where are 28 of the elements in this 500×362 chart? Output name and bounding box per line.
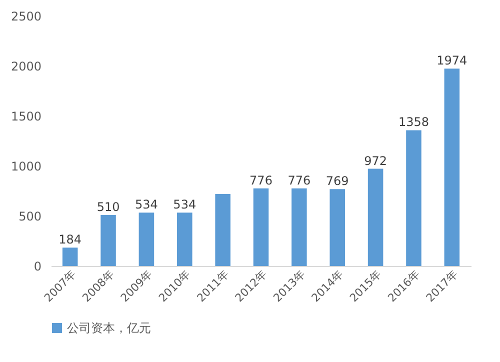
data-label: 769: [326, 174, 349, 188]
data-label: 184: [58, 232, 82, 247]
data-label: 776: [288, 173, 311, 188]
data-label: 510: [96, 200, 120, 214]
y-tick-label: 500: [18, 210, 42, 224]
data-label: 776: [250, 173, 272, 188]
bar: [444, 68, 460, 266]
bar: [177, 212, 192, 266]
data-label: 972: [364, 154, 387, 168]
y-tick-label: 2000: [10, 60, 42, 74]
bar: [138, 212, 154, 266]
y-tick-label: 1500: [10, 110, 42, 124]
data-label: 534: [173, 198, 196, 212]
y-tick-label: 2500: [10, 10, 42, 24]
data-label: 1974: [436, 54, 468, 68]
data-label: 1358: [398, 115, 429, 130]
data-label: 534: [135, 198, 158, 212]
bar: [330, 189, 345, 266]
bar: [215, 194, 230, 266]
bar: [406, 130, 422, 266]
legend-label: 公司资本，亿元: [67, 321, 151, 335]
y-tick-label: 0: [34, 260, 42, 274]
y-tick-label: 1000: [10, 160, 42, 174]
bar: [368, 168, 384, 266]
bar: [253, 188, 269, 266]
bar: [62, 248, 78, 266]
bar: [100, 215, 116, 266]
bar: [292, 188, 307, 266]
